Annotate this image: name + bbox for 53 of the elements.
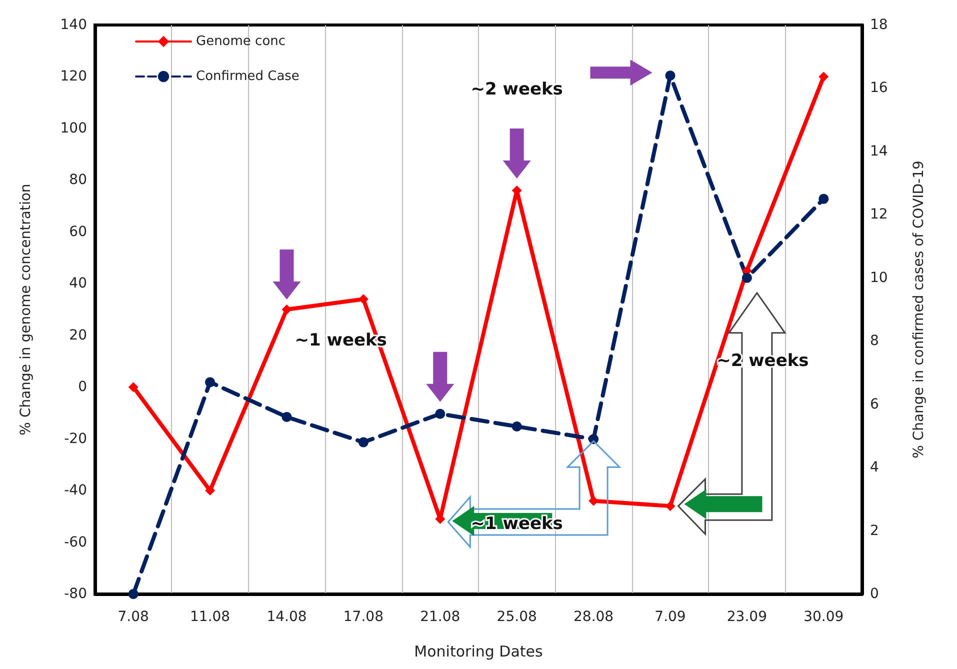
point — [512, 421, 522, 432]
y2-tick-label: 16 — [870, 80, 888, 96]
point — [742, 272, 752, 283]
y2-tick-label: 2 — [870, 522, 879, 539]
y-tick-label: 100 — [60, 120, 87, 136]
y-tick-label: 40 — [69, 276, 87, 292]
x-axis-title: Monitoring Dates — [414, 642, 544, 660]
point — [128, 382, 138, 392]
y2-tick-label: 12 — [870, 206, 888, 223]
point — [665, 501, 676, 512]
point — [358, 437, 368, 448]
y-axis-title: % Change in genome concentration — [18, 184, 34, 436]
y-tick-label: -20 — [64, 430, 87, 447]
y2-tick-label: 18 — [870, 17, 888, 33]
point — [818, 194, 829, 204]
x-tick-label: 17.08 — [343, 609, 384, 625]
y2-tick-label: 14 — [870, 143, 888, 160]
y-tick-label: 0 — [78, 379, 87, 396]
y2-axis-title: % Change in confirmed cases of COVID-19 — [911, 160, 927, 458]
y2-tick-label: 6 — [870, 396, 879, 412]
y2-tick-label: 4 — [870, 460, 879, 476]
point — [282, 412, 292, 422]
y-tick-label: 20 — [69, 327, 87, 344]
x-tick-label: 30.09 — [804, 609, 844, 625]
point — [282, 304, 292, 314]
x-tick-label: 28.08 — [574, 609, 614, 625]
legend-label: Confirmed Case — [196, 69, 300, 84]
x-tick-label: 7.09 — [654, 609, 686, 625]
point — [358, 294, 368, 304]
x-tick-label: 11.08 — [190, 609, 230, 625]
point — [205, 377, 216, 388]
point — [818, 72, 829, 82]
y-tick-label: 120 — [60, 68, 87, 85]
y-tick-label: 80 — [69, 172, 87, 188]
y2-tick-label: 10 — [870, 270, 888, 286]
y2-tick-label: 0 — [870, 586, 879, 602]
x-tick-label: 23.09 — [726, 609, 767, 625]
point — [435, 408, 446, 419]
x-tick-label: 14.08 — [266, 609, 307, 625]
y-tick-label: 60 — [69, 224, 87, 240]
point — [128, 589, 138, 599]
y2-tick-label: 8 — [870, 333, 879, 350]
annotation: ~2 weeks — [470, 80, 563, 100]
y-tick-label: -40 — [64, 482, 87, 499]
x-tick-label: 21.08 — [420, 609, 460, 625]
x-tick-label: 7.08 — [118, 609, 149, 625]
y-tick-label: -80 — [64, 586, 87, 602]
legend-label: Genome conc — [196, 34, 286, 49]
y-tick-label: -60 — [64, 534, 87, 550]
x-tick-label: 25.08 — [496, 609, 537, 625]
point — [665, 70, 676, 81]
point — [205, 486, 216, 496]
y-tick-label: 140 — [60, 17, 87, 33]
